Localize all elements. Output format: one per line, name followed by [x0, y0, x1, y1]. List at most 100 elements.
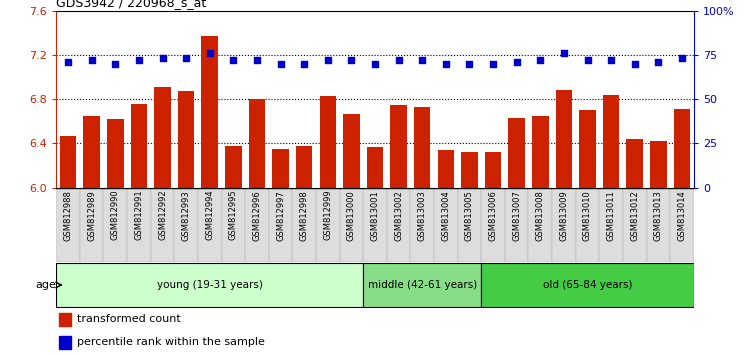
Bar	[174, 188, 198, 262]
Point	[652, 59, 664, 65]
Bar	[603, 95, 619, 188]
Bar	[552, 188, 576, 262]
Text: GSM812999: GSM812999	[323, 190, 332, 240]
Text: GSM813008: GSM813008	[536, 190, 544, 241]
Text: old (65-84 years): old (65-84 years)	[543, 280, 632, 290]
Bar	[320, 96, 336, 188]
Text: percentile rank within the sample: percentile rank within the sample	[76, 337, 265, 348]
Bar	[482, 263, 694, 307]
Bar	[650, 141, 667, 188]
Text: GSM812989: GSM812989	[87, 190, 96, 241]
Bar	[104, 188, 127, 262]
Point	[298, 61, 310, 67]
Bar	[390, 105, 406, 188]
Bar	[367, 147, 383, 188]
Text: GSM812994: GSM812994	[206, 190, 214, 240]
Point	[133, 57, 145, 63]
Text: GDS3942 / 220968_s_at: GDS3942 / 220968_s_at	[56, 0, 206, 10]
Bar	[127, 188, 151, 262]
Bar	[414, 107, 430, 188]
Bar	[56, 263, 363, 307]
Bar	[59, 336, 71, 349]
Point	[180, 56, 192, 61]
Text: GSM813012: GSM813012	[630, 190, 639, 241]
Text: transformed count: transformed count	[76, 314, 181, 325]
Bar	[674, 109, 690, 188]
Bar	[59, 313, 71, 326]
Text: middle (42-61 years): middle (42-61 years)	[368, 280, 477, 290]
Text: GSM813007: GSM813007	[512, 190, 521, 241]
Bar	[623, 188, 646, 262]
Bar	[410, 188, 434, 262]
Bar	[484, 152, 501, 188]
Text: GSM813011: GSM813011	[607, 190, 616, 241]
Bar	[107, 119, 124, 188]
Bar	[296, 145, 313, 188]
Bar	[225, 145, 242, 188]
Bar	[387, 188, 410, 262]
Bar	[532, 116, 548, 188]
Point	[86, 57, 98, 63]
Point	[227, 57, 239, 63]
Bar	[482, 188, 505, 262]
Point	[534, 57, 546, 63]
Bar	[340, 188, 363, 262]
Text: GSM812992: GSM812992	[158, 190, 167, 240]
Text: GSM813002: GSM813002	[394, 190, 403, 241]
Text: young (19-31 years): young (19-31 years)	[157, 280, 262, 290]
Bar	[83, 116, 100, 188]
Text: GSM812991: GSM812991	[134, 190, 143, 240]
Bar	[292, 188, 316, 262]
Bar	[130, 104, 147, 188]
Bar	[509, 118, 525, 188]
Bar	[646, 188, 670, 262]
Bar	[56, 188, 80, 262]
Point	[392, 57, 404, 63]
Text: GSM813005: GSM813005	[465, 190, 474, 241]
Point	[62, 59, 74, 65]
Text: age: age	[35, 280, 56, 290]
Text: GSM813006: GSM813006	[488, 190, 497, 241]
Text: GSM813000: GSM813000	[347, 190, 356, 241]
Bar	[198, 188, 221, 262]
Bar	[245, 188, 268, 262]
Bar	[154, 87, 171, 188]
Text: GSM812997: GSM812997	[276, 190, 285, 241]
Point	[581, 57, 593, 63]
Bar	[626, 139, 643, 188]
Bar	[579, 110, 596, 188]
Text: GSM813009: GSM813009	[560, 190, 568, 241]
Bar	[60, 136, 76, 188]
Bar	[80, 188, 104, 262]
Bar	[363, 188, 387, 262]
Bar	[316, 188, 340, 262]
Point	[416, 57, 428, 63]
Bar	[505, 188, 529, 262]
Bar	[151, 188, 174, 262]
Point	[511, 59, 523, 65]
Bar	[670, 188, 694, 262]
Text: GSM812988: GSM812988	[64, 190, 73, 241]
Point	[487, 61, 499, 67]
Text: GSM813013: GSM813013	[654, 190, 663, 241]
Point	[605, 57, 617, 63]
Bar	[221, 188, 245, 262]
Bar	[576, 188, 599, 262]
Text: GSM812993: GSM812993	[182, 190, 190, 241]
Bar	[458, 188, 482, 262]
Point	[346, 57, 358, 63]
Bar	[437, 150, 454, 188]
Point	[464, 61, 476, 67]
Bar	[268, 188, 292, 262]
Bar	[529, 188, 552, 262]
Point	[628, 61, 640, 67]
Bar	[434, 188, 457, 262]
Bar	[249, 99, 266, 188]
Text: GSM813014: GSM813014	[677, 190, 686, 241]
Text: GSM813010: GSM813010	[583, 190, 592, 241]
Point	[157, 56, 169, 61]
Bar	[343, 114, 360, 188]
Point	[110, 61, 122, 67]
Point	[440, 61, 452, 67]
Point	[369, 61, 381, 67]
